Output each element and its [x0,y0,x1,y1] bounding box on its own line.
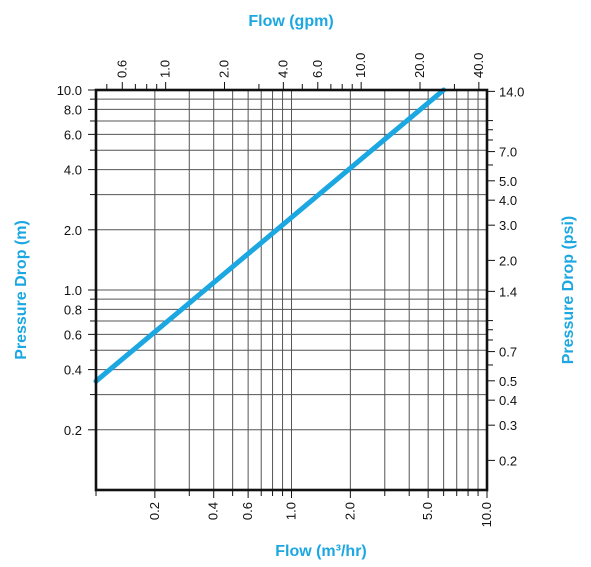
bottom-tick-label: 5.0 [420,502,435,520]
bottom-tick-label: 10.0 [479,502,494,527]
right-tick-label: 0.2 [499,453,517,468]
right-tick-label: 14.0 [499,84,524,99]
right-tick-label: 7.0 [499,145,517,160]
left-tick-label: 0.2 [64,423,82,438]
right-tick-label: 0.4 [499,393,517,408]
bottom-tick-label: 2.0 [342,502,357,520]
grid [96,90,487,490]
top-tick-label: 6.0 [310,60,325,78]
bottom-tick-label: 0.2 [147,502,162,520]
left-tick-label: 4.0 [64,163,82,178]
top-tick-label: 40.0 [471,53,486,78]
right-tick-label: 0.5 [499,374,517,389]
left-tick-label: 6.0 [64,127,82,142]
top-tick-label: 4.0 [275,60,290,78]
top-tick-label: 10.0 [353,53,368,78]
right-tick-label: 0.7 [499,345,517,360]
bottom-tick-label: 0.6 [240,502,255,520]
left-axis-title: Pressure Drop (m) [13,220,30,360]
series-line-0 [93,87,447,384]
top-tick-label: 20.0 [412,53,427,78]
right-tick-label: 5.0 [499,174,517,189]
top-tick-label: 2.0 [217,60,232,78]
right-tick-label: 3.0 [499,218,517,233]
top-tick-label: 1.0 [158,60,173,78]
series-layer [93,87,447,384]
left-tick-label: 8.0 [64,102,82,117]
axis-ticks: 0.2 0.4 0.6 1.0 2.0 5.0 10.0 0.6 1.0 2.0 4.0 6.0 10.… [57,53,525,528]
right-tick-label: 0.3 [499,418,517,433]
left-tick-label: 1.0 [64,283,82,298]
left-tick-label: 0.8 [64,302,82,317]
left-tick-label: 0.4 [64,363,82,378]
right-tick-label: 1.4 [499,284,517,299]
bottom-tick-label: 0.4 [206,502,221,520]
right-tick-label: 2.0 [499,253,517,268]
left-tick-label: 10.0 [57,83,82,98]
right-axis-title: Pressure Drop (psi) [560,216,577,364]
plot-frame [94,88,489,492]
left-tick-label: 0.6 [64,327,82,342]
bottom-axis-title: Flow (m³/hr) [275,543,367,560]
left-tick-label: 2.0 [64,223,82,238]
top-tick-label: 0.6 [114,60,129,78]
right-tick-label: 4.0 [499,193,517,208]
bottom-tick-label: 1.0 [284,502,299,520]
top-axis-title: Flow (gpm) [248,13,333,30]
